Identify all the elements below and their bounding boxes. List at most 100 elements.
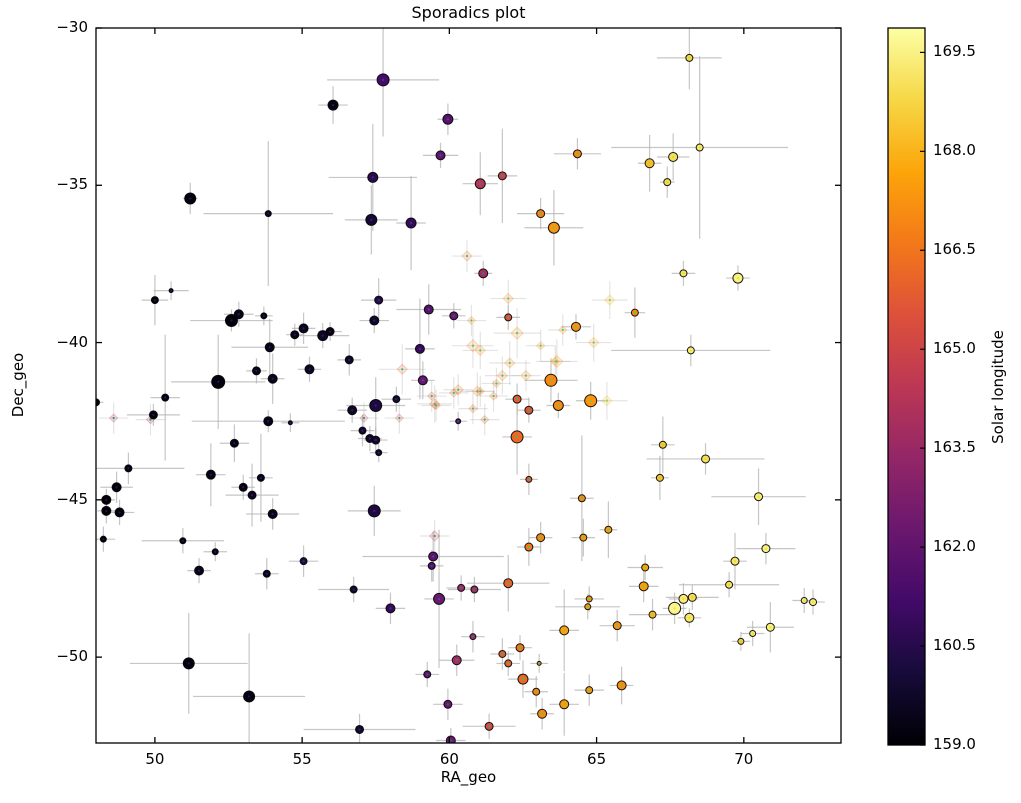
data-point-center-dot [557,404,560,407]
data-point-center-dot [507,297,510,300]
data-point-center-dot [495,382,498,385]
data-point-center-dot [398,416,401,420]
data-point-center-dot [479,349,482,352]
data-point-center-dot [501,374,504,377]
data-point-center-dot [527,545,530,549]
data-point-center-dot [329,330,332,333]
data-point-center-dot [751,632,754,635]
data-point-center-dot [541,712,544,715]
data-point-center-dot [373,509,376,512]
data-point-center-dot [648,162,651,165]
data-point-center-dot [262,314,265,317]
data-point-center-dot [373,319,376,322]
data-point-center-dot [242,486,245,489]
data-point-center-dot [507,582,510,585]
data-point-center-dot [554,360,557,363]
data-point-center-dot [473,588,476,591]
data-point-center-dot [434,404,438,407]
data-point-center-dot [539,536,542,539]
data-point-center-dot [149,418,152,421]
y-tick-label: −45 [56,489,88,508]
data-point-center-dot [426,673,429,676]
data-point-center-dot [586,605,589,608]
data-point-center-dot [507,316,510,319]
data-point-center-dot [209,473,212,476]
data-point-center-dot [115,486,118,489]
data-point-center-dot [538,662,541,665]
data-point-center-dot [689,349,692,352]
data-point-center-dot [421,379,424,382]
data-point-center-dot [764,547,768,550]
colorbar-tick-label: 168.0 [933,141,976,160]
data-point-center-dot [389,607,392,610]
data-point-center-dot [535,690,538,693]
y-tick-label: −40 [56,332,88,351]
x-tick-label: 70 [734,750,754,768]
data-point-center-dot [527,409,530,412]
data-point-center-dot [549,379,553,382]
colorbar-tick-label: 162.0 [933,537,976,556]
data-point-center-dot [736,276,740,280]
data-point-center-dot [501,652,504,656]
data-point-center-dot [651,613,654,616]
data-point-center-dot [302,327,305,330]
data-point-center-dot [673,607,676,610]
data-point-center-dot [698,146,701,149]
data-point-center-dot [105,498,108,501]
data-point-center-dot [508,361,511,365]
data-point-center-dot [331,103,335,107]
data-point-center-dot [358,728,361,731]
data-point-center-dot [521,678,525,681]
data-point-center-dot [682,272,685,275]
data-point-center-dot [580,497,583,500]
data-point [96,398,100,407]
data-point-center-dot [539,344,542,347]
errorbars-layer [96,28,825,743]
data-point-center-dot [401,368,404,371]
data-point-center-dot [733,560,737,563]
data-point-center-dot [582,536,585,539]
data-point-center-dot [704,457,707,461]
data-point-center-dot [255,369,258,372]
data-point-center-dot [374,438,377,442]
data-point-center-dot [348,358,351,361]
data-point-center-dot [271,377,274,380]
data-point-center-dot [152,413,155,417]
chart-title: Sporadics plot [411,3,526,22]
data-point-center-dot [370,218,373,221]
data-point-center-dot [524,374,528,377]
data-point-center-dot [691,596,694,599]
data-point-center-dot [271,512,274,516]
data-point-center-dot [181,539,184,542]
data-point-center-dot [430,394,433,398]
data-point-center-dot [457,420,460,423]
data-point-center-dot [437,597,441,601]
data-point-center-dot [803,599,806,602]
x-tick-label: 55 [292,750,312,768]
data-point-center-dot [382,78,385,82]
colorbar-label: Solar longitude [989,330,1007,444]
data-point-center-dot [563,703,566,706]
data-point-center-dot [455,659,458,662]
x-tick-label: 65 [587,750,607,768]
x-tick-label: 60 [439,750,459,768]
data-point-center-dot [574,325,578,328]
data-point-center-dot [479,390,482,393]
faint-diamond-layer [108,250,616,542]
colorbar-tick-label: 165.0 [933,339,976,358]
data-point-center-dot [446,703,449,706]
data-point-center-dot [230,319,233,322]
data-point-center-dot [362,416,366,420]
data-point-center-dot [395,398,398,401]
data-point-center-dot [433,534,436,538]
data-point-center-dot [377,298,380,302]
data-point-center-dot [233,442,236,445]
data-point-center-dot [471,407,475,410]
colorbar-tick-label: 166.5 [933,240,976,259]
data-point-center-dot [515,398,519,401]
data-point-center-dot [769,626,772,629]
data-point-center-dot [409,221,413,225]
data-point-center-dot [658,476,662,479]
